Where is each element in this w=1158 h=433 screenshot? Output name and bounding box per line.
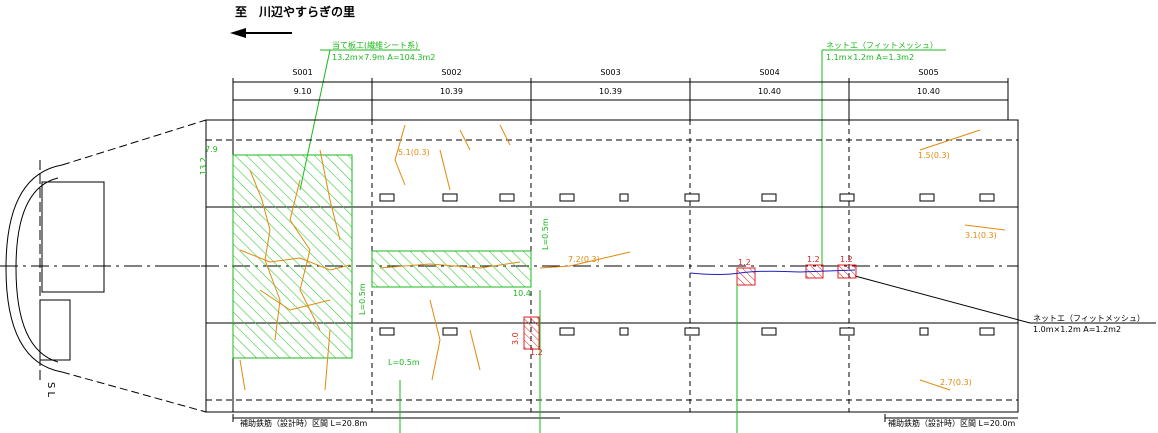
section-label: 補助鉄筋（設計時）区間 L=20.0m [888,418,1016,428]
annotation: 1.5(0.3) [918,151,950,160]
repair-size: 1.0m×1.2m A=1.2m2 [1033,325,1121,334]
annotation: L=0.5m [358,283,367,315]
leader [854,275,1031,324]
annotation: 5.1(0.3) [398,148,430,157]
span-length: 10.40 [758,87,781,96]
annotation: 1.2 [840,255,853,264]
span-id: S002 [441,68,461,77]
annotation: 7.2(0.3) [568,255,600,264]
drain-boxes [379,193,995,336]
annotation: 10.4 [513,289,531,298]
fiber-sheet-patch [232,154,353,359]
repair-label: ネットエ（フィットメッシュ） [1033,314,1145,323]
annotation: L=0.5m [541,218,550,250]
annotation: 13.2 [199,157,208,175]
repair-label: 当て板工(繊維シート系) [332,40,418,50]
annotation: 1.2 [807,255,820,264]
section-line-label: S L [45,382,56,398]
arrow [230,28,292,38]
repair-label: ネットエ（フィットメッシュ） [826,41,938,50]
annotation: 3.1(0.3) [965,231,997,240]
repair-size: 13.2m×7.9m A=104.3m2 [332,53,435,62]
direction: 至 川辺やすらぎの里 [235,4,355,19]
fiber-sheet-patch [371,250,532,288]
crack-blue [689,269,856,275]
span-id: S003 [600,68,620,77]
span-id: S001 [292,68,312,77]
span-length: 10.39 [440,87,463,96]
annotation: 7.9 [205,145,218,154]
span-id: S005 [918,68,938,77]
section-label: 補助鉄筋（設計時）区間 L=20.8m [240,418,368,428]
annotation: 1.2 [530,348,543,357]
annotation: 1.2 [738,258,751,267]
span-length: 9.10 [294,87,312,96]
span-length: 10.40 [917,87,940,96]
annotation: 2.7(0.3) [940,378,972,387]
repair-size: 1.1m×1.2m A=1.3m2 [826,53,914,62]
annotation: 3.0 [511,332,520,345]
annotation: L=0.5m [388,358,420,367]
cross-section [0,119,207,413]
cracks [239,124,1006,391]
span-header [232,78,1009,120]
span-id: S004 [759,68,779,77]
span-length: 10.39 [599,87,622,96]
